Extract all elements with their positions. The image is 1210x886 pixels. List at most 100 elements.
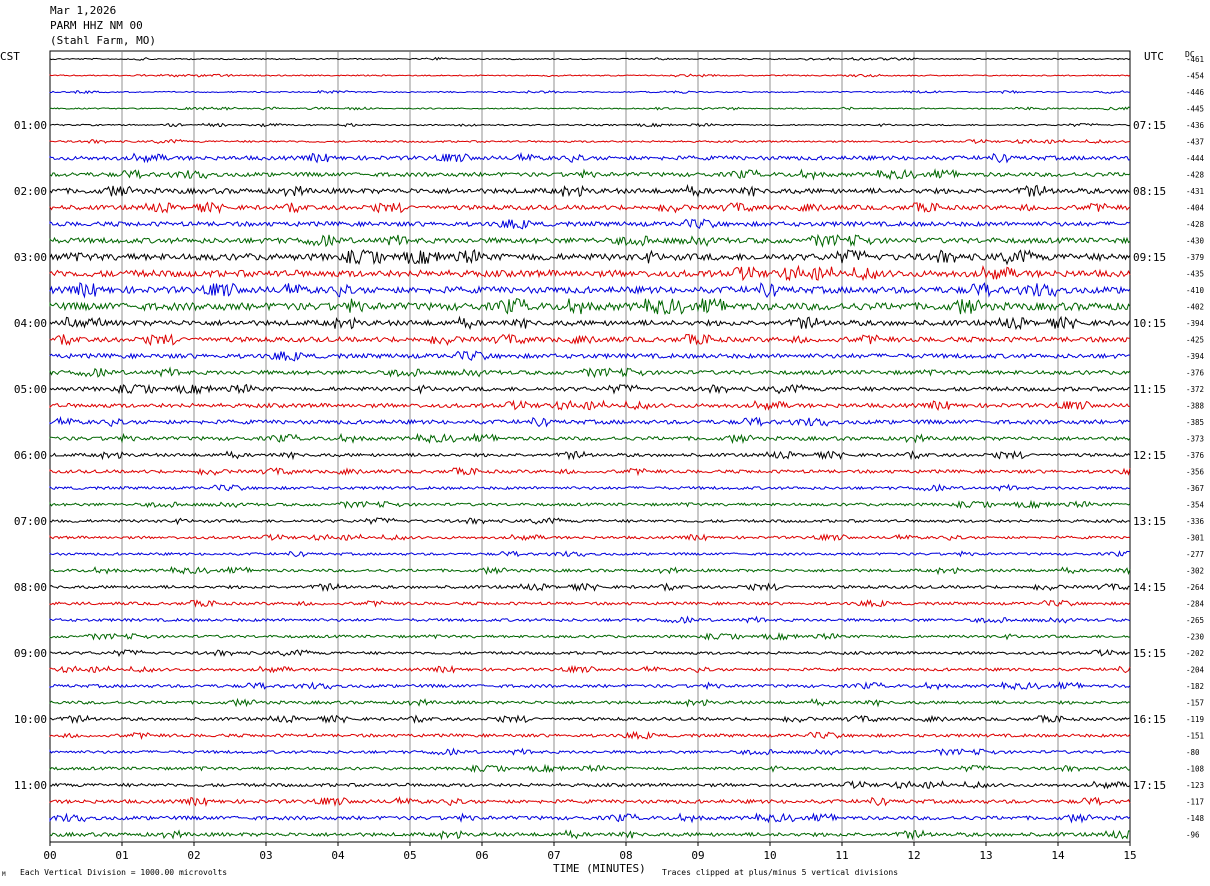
dc-offset-48: -96 (1186, 831, 1200, 840)
left-hour-label: 04:00 (14, 317, 47, 330)
dc-offset-9: -431 (1186, 187, 1204, 196)
trace-9 (49, 183, 1131, 198)
trace-17 (49, 315, 1131, 331)
dc-offset-6: -437 (1186, 138, 1204, 147)
trace-38 (49, 664, 1131, 674)
trace-48 (49, 829, 1131, 841)
dc-offset-12: -430 (1186, 237, 1205, 246)
trace-30 (49, 533, 1131, 542)
dc-offset-31: -277 (1186, 550, 1204, 559)
dc-offset-34: -284 (1186, 600, 1205, 609)
trace-44 (49, 763, 1131, 774)
clip-note: Traces clipped at plus/minus 5 vertical … (662, 868, 899, 877)
dc-offset-4: -445 (1186, 105, 1204, 114)
trace-28 (49, 499, 1131, 510)
right-hour-label: 16:15 (1133, 713, 1166, 726)
trace-40 (49, 697, 1131, 708)
x-tick-label-06: 06 (475, 849, 488, 862)
x-tick-label-10: 10 (763, 849, 776, 862)
trace-20 (49, 366, 1131, 379)
dc-offset-25: -376 (1186, 451, 1205, 460)
trace-8 (49, 168, 1131, 181)
trace-33 (49, 582, 1131, 593)
trace-5 (49, 122, 1131, 128)
header-date: Mar 1,2026 (50, 4, 117, 17)
dc-label: DC (1185, 50, 1195, 59)
trace-14 (49, 264, 1131, 282)
trace-42 (49, 730, 1131, 741)
left-hour-label: 08:00 (14, 581, 47, 594)
x-tick-label-09: 09 (691, 849, 704, 862)
right-hour-label: 11:15 (1133, 383, 1166, 396)
dc-offset-39: -182 (1186, 682, 1204, 691)
dc-offset-41: -119 (1186, 715, 1204, 724)
dc-offset-16: -402 (1186, 303, 1204, 312)
trace-4 (49, 106, 1131, 111)
right-hour-label: 17:15 (1133, 779, 1166, 792)
left-hour-label: 05:00 (14, 383, 47, 396)
dc-offset-45: -123 (1186, 781, 1204, 790)
x-tick-label-01: 01 (115, 849, 128, 862)
trace-41 (49, 714, 1131, 725)
dc-offset-28: -354 (1186, 501, 1205, 510)
corner-mark: M (2, 871, 6, 878)
x-axis-title: TIME (MINUTES) (553, 862, 646, 875)
dc-offset-13: -379 (1186, 253, 1204, 262)
trace-46 (49, 795, 1131, 807)
trace-47 (49, 812, 1131, 824)
left-hour-label: 03:00 (14, 251, 47, 264)
x-tick-label-11: 11 (835, 849, 848, 862)
trace-12 (49, 233, 1131, 248)
right-hour-label: 13:15 (1133, 515, 1166, 528)
trace-26 (49, 466, 1131, 477)
trace-1 (49, 56, 1131, 61)
dc-offset-43: -80 (1186, 748, 1200, 757)
dc-offset-23: -385 (1186, 418, 1204, 427)
dc-offset-26: -356 (1186, 468, 1205, 477)
x-tick-label-04: 04 (331, 849, 345, 862)
left-hour-label: 07:00 (14, 515, 47, 528)
division-note: Each Vertical Division = 1000.00 microvo… (20, 868, 228, 877)
x-tick-label-12: 12 (907, 849, 920, 862)
dc-offset-36: -230 (1186, 633, 1205, 642)
right-hour-label: 08:15 (1133, 185, 1166, 198)
dc-offset-5: -436 (1186, 121, 1205, 130)
x-tick-label-08: 08 (619, 849, 632, 862)
trace-35 (49, 615, 1131, 624)
trace-19 (49, 350, 1131, 362)
left-timezone-label: CST (0, 50, 20, 63)
trace-25 (49, 450, 1131, 461)
dc-offset-30: -301 (1186, 534, 1204, 543)
trace-36 (49, 631, 1131, 641)
dc-offset-14: -435 (1186, 270, 1204, 279)
dc-offset-38: -204 (1186, 666, 1205, 675)
right-hour-label: 15:15 (1133, 647, 1166, 660)
right-hour-label: 07:15 (1133, 119, 1166, 132)
dc-offset-42: -151 (1186, 732, 1204, 741)
right-hour-label: 10:15 (1133, 317, 1166, 330)
x-tick-label-14: 14 (1051, 849, 1065, 862)
trace-15 (49, 282, 1131, 299)
dc-offset-47: -148 (1186, 814, 1205, 823)
trace-37 (49, 648, 1131, 657)
left-hour-label: 10:00 (14, 713, 47, 726)
right-hour-label: 12:15 (1133, 449, 1166, 462)
trace-39 (49, 681, 1131, 691)
header-location: (Stahl Farm, MO) (50, 34, 156, 47)
trace-18 (49, 333, 1130, 347)
trace-10 (49, 201, 1131, 215)
left-hour-label: 06:00 (14, 449, 47, 462)
x-tick-label-02: 02 (187, 849, 200, 862)
dc-offset-35: -265 (1186, 616, 1204, 625)
trace-24 (49, 432, 1131, 445)
trace-16 (49, 297, 1131, 316)
dc-offset-2: -454 (1186, 72, 1205, 81)
plot-frame (49, 50, 1131, 843)
dc-offset-10: -404 (1186, 204, 1205, 213)
right-timezone-label: UTC (1144, 50, 1164, 63)
trace-6 (49, 138, 1131, 145)
dc-offset-44: -108 (1186, 765, 1205, 774)
dc-offset-8: -428 (1186, 171, 1205, 180)
trace-21 (49, 383, 1131, 396)
dc-offset-32: -302 (1186, 567, 1204, 576)
